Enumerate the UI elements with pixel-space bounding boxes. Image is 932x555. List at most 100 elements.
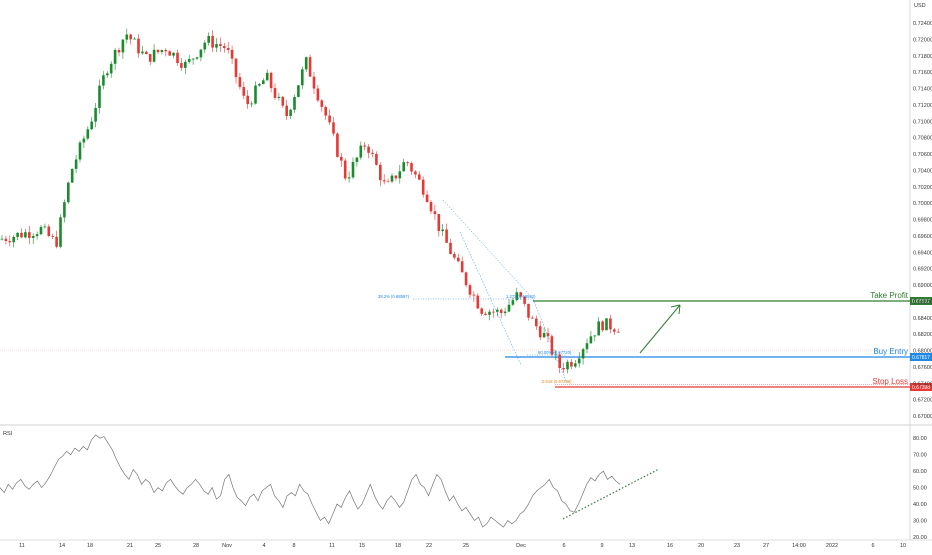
candle-body (265, 72, 269, 81)
candle-body (219, 44, 222, 47)
candle-body (164, 50, 168, 52)
candle-body (277, 96, 281, 98)
rsi-tick-label: 50.00 (913, 486, 927, 492)
candle-body (195, 57, 199, 59)
price-tick-label: 0.70800 (913, 136, 932, 142)
time-tick-label: 11 (19, 543, 25, 549)
candle-body (242, 86, 246, 96)
candle-body (117, 49, 121, 53)
candle-body (16, 232, 19, 237)
currency-label: USD (914, 3, 926, 9)
price-tick-label: 0.69600 (913, 234, 932, 240)
time-tick-label: Nov (222, 543, 232, 549)
candle-body (285, 105, 288, 117)
candle-body (121, 39, 125, 53)
candle-body (148, 54, 152, 62)
candle-body (24, 232, 27, 238)
candle-body (574, 363, 577, 367)
candle-body (207, 35, 210, 43)
candle-body (332, 122, 335, 134)
price-tick-label: 0.71200 (913, 103, 932, 109)
fib-trendline (532, 298, 568, 384)
candle-body (597, 321, 600, 336)
fib-trendline (459, 231, 522, 366)
candle-body (289, 109, 292, 117)
candle-body (390, 175, 394, 182)
candle-body (570, 361, 573, 367)
candle-body (347, 177, 351, 179)
candle-body (226, 48, 230, 50)
price-tick-label: 0.70200 (913, 185, 932, 191)
candle-body (141, 51, 144, 54)
candle-body (4, 238, 8, 242)
candle-body (297, 85, 300, 97)
candle-body (51, 235, 54, 237)
time-tick-label: 25 (155, 543, 161, 549)
candle-body (312, 76, 316, 89)
candle-body (129, 34, 132, 40)
candle-body (468, 285, 472, 295)
candle-body (113, 49, 117, 64)
price-tick-label: 0.71800 (913, 54, 932, 60)
price-tick-label: 0.67400 (913, 381, 932, 387)
candle-body (78, 142, 82, 160)
price-tick-label: 0.72000 (913, 37, 932, 43)
candle-body (336, 133, 339, 157)
candle-body (12, 236, 15, 243)
candle-body (86, 129, 90, 139)
price-axis[interactable]: USD 0.72400 0.72000 0.71800 0.71600 0.71400 0.… (913, 3, 932, 541)
candle-body (410, 163, 413, 172)
candle-body (613, 329, 616, 332)
candle-body (70, 168, 74, 183)
candle-body (59, 217, 62, 247)
candle-body (441, 229, 444, 232)
candles (0, 28, 620, 374)
candle-body (176, 52, 179, 64)
candle-body (511, 300, 515, 305)
candle-body (39, 226, 43, 235)
candle-body (503, 311, 507, 314)
candle-body (460, 261, 464, 273)
price-tick-label: 0.70600 (913, 152, 932, 158)
candle-body (191, 58, 195, 60)
candle-body (316, 88, 320, 101)
price-tick-label: 0.67600 (913, 365, 932, 371)
candle-body (281, 96, 285, 106)
stop-loss-price-text: 0.67398 (912, 385, 930, 391)
candle-body (308, 57, 312, 77)
time-tick-label: 16 (667, 543, 673, 549)
candle-body (523, 296, 526, 304)
candle-body (527, 303, 530, 318)
candle-body (63, 202, 66, 218)
rsi-tick-label: 60.00 (913, 469, 927, 475)
fib-label: 0.618 (0.67398) (542, 379, 572, 384)
price-tick-label: 0.68000 (913, 349, 932, 355)
candle-body (254, 85, 257, 104)
fib-label: 50.00% (0.67720) (538, 350, 572, 355)
candle-body (589, 336, 593, 344)
candle-body (429, 201, 433, 212)
price-tick-label: 0.68400 (913, 316, 932, 322)
time-axis[interactable]: 11 14 18 21 25 28 Nov 4 8 11 15 18 22 25 Dec 6 9 13 16 20 23… (19, 543, 906, 549)
candle-body (577, 358, 581, 364)
price-tick-label: 0.70400 (913, 168, 932, 174)
candle-body (464, 272, 468, 286)
candle-body (601, 321, 604, 331)
candle-body (379, 164, 382, 181)
candle-body (550, 336, 554, 355)
time-tick-label: 21 (127, 543, 133, 549)
time-tick-label: 22 (426, 543, 432, 549)
fib-trendline (442, 199, 534, 300)
rsi-tick-label: 30.00 (913, 519, 927, 525)
candle-body (160, 50, 164, 53)
target-arrow (639, 304, 681, 354)
candle-body (566, 361, 569, 370)
candle-body (531, 317, 534, 319)
candle-body (320, 100, 324, 107)
candle-body (250, 103, 253, 105)
rsi-tick-label: 40.00 (913, 502, 927, 508)
candle-body (102, 75, 105, 86)
candle-body (496, 309, 499, 312)
